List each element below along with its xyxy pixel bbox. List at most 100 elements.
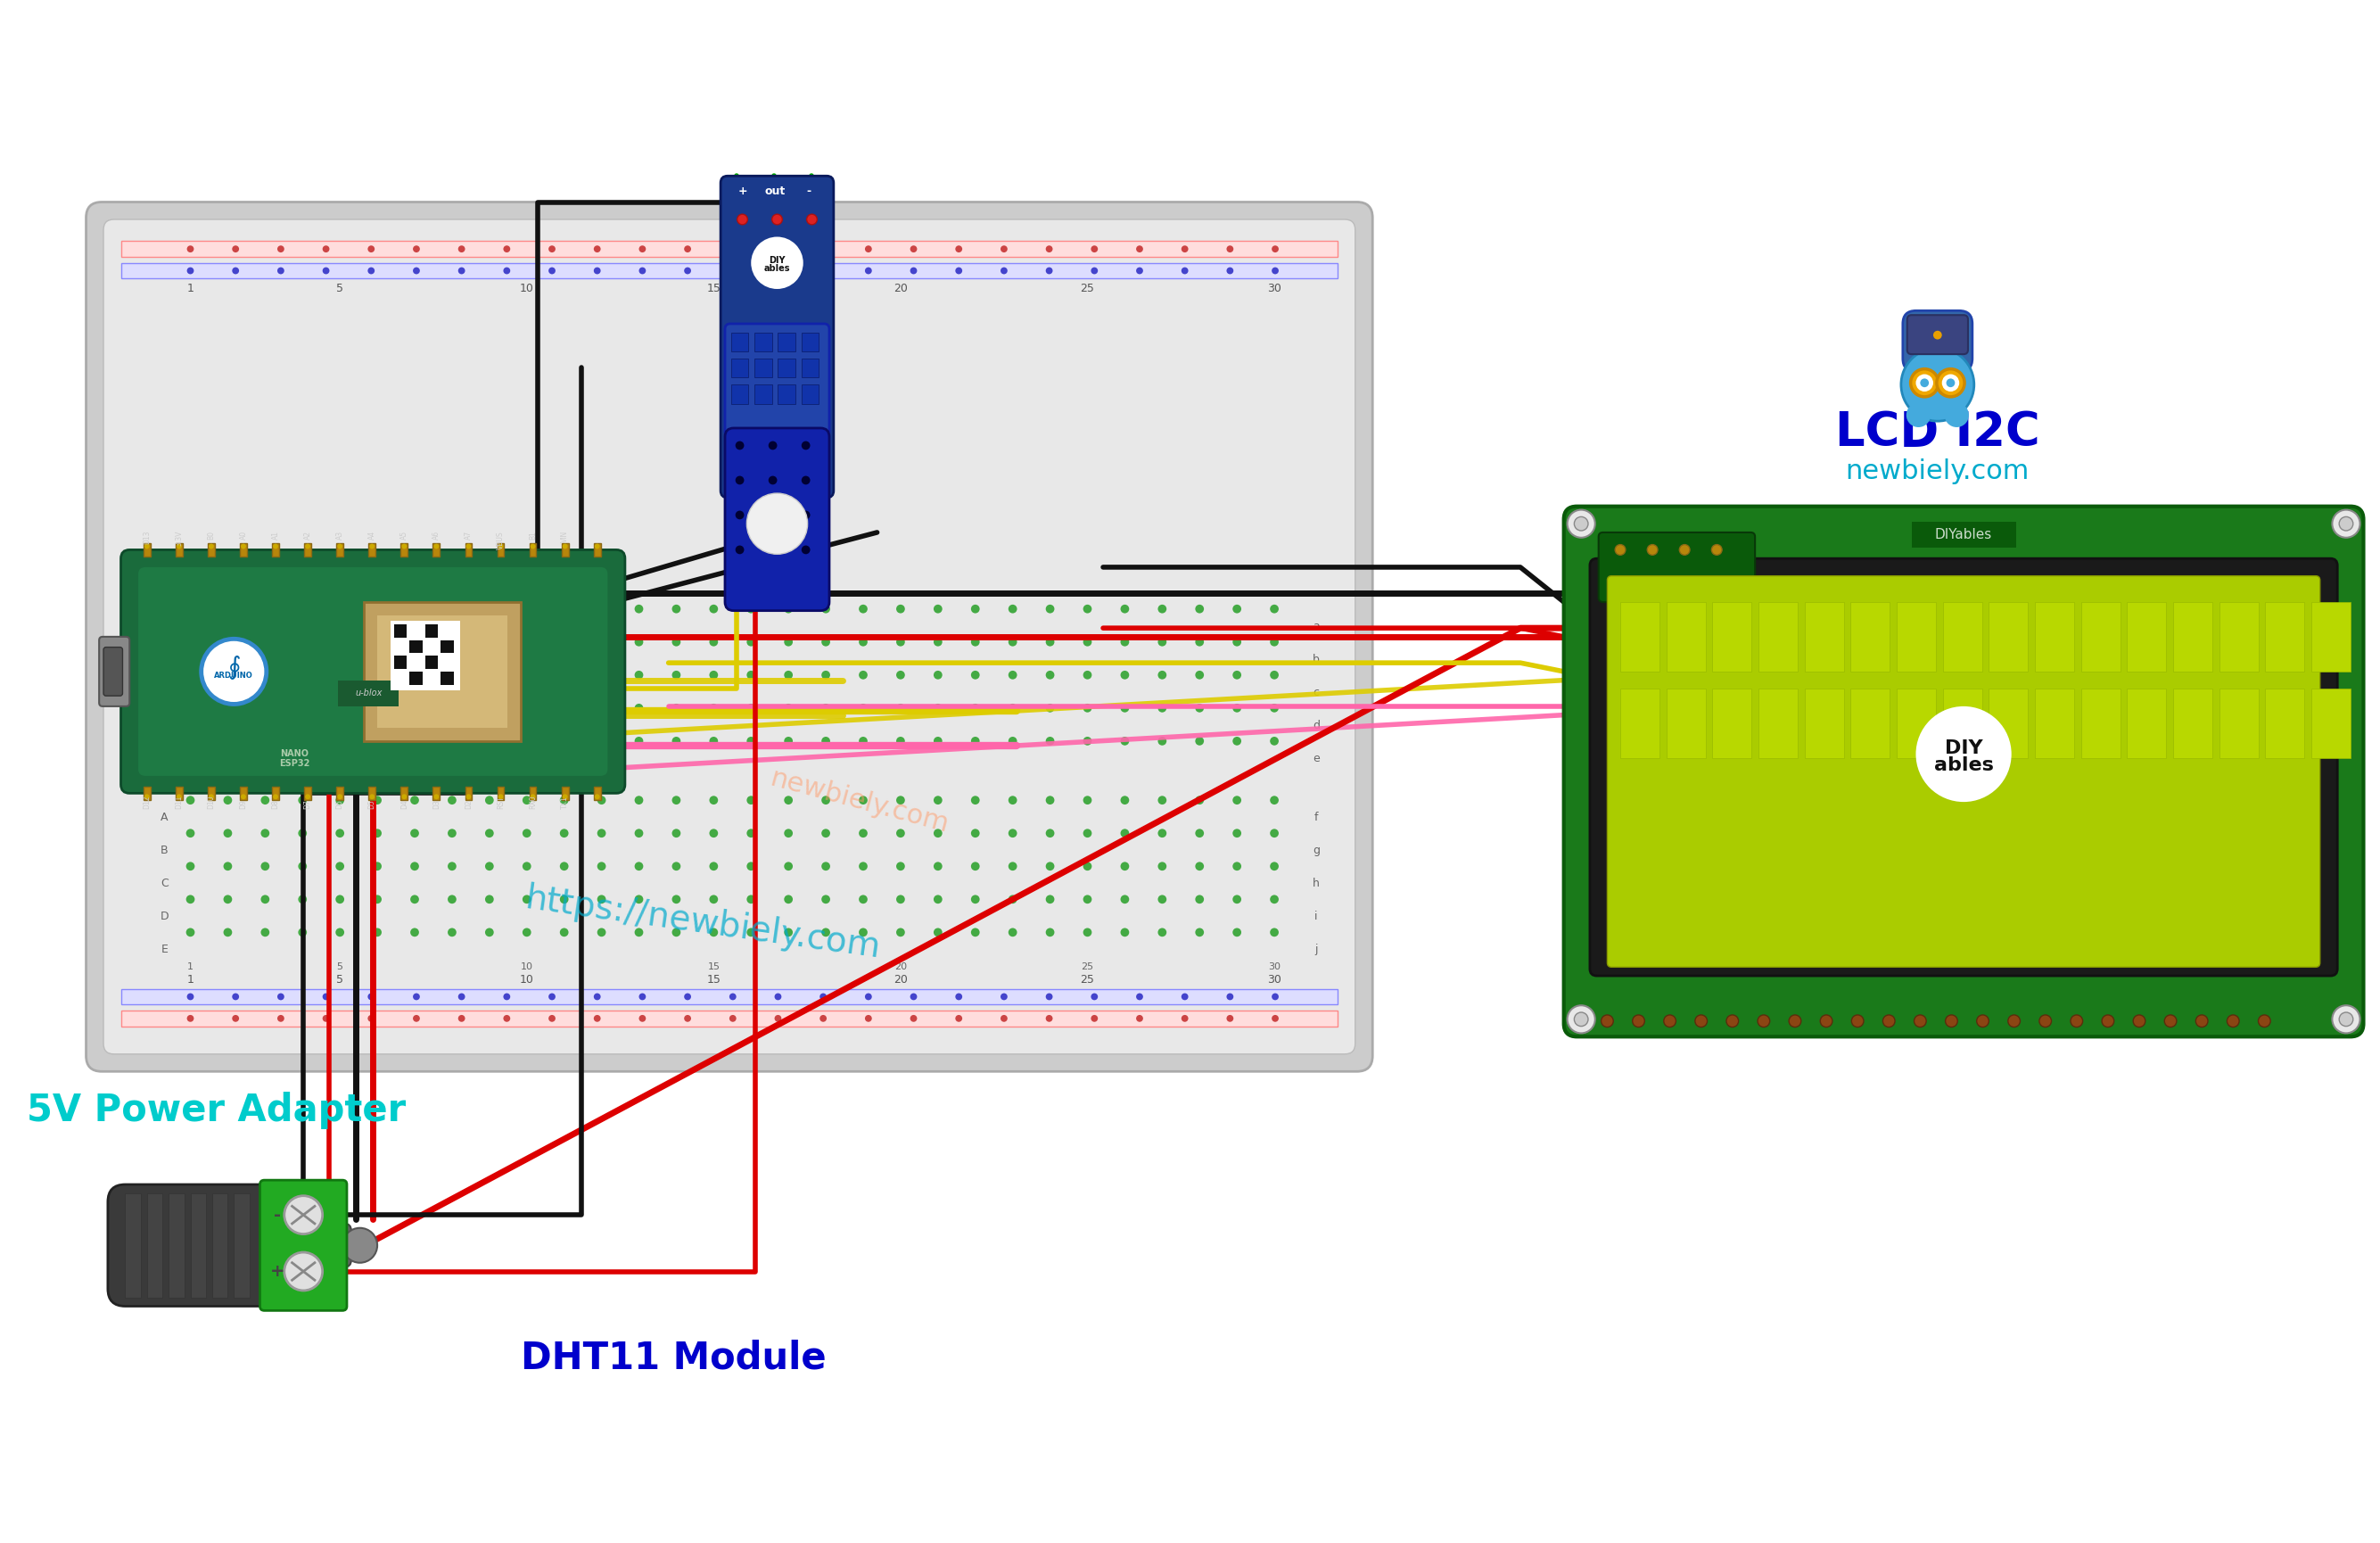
Circle shape	[769, 511, 778, 520]
Circle shape	[374, 637, 381, 647]
Circle shape	[374, 704, 381, 713]
Text: VBUS: VBUS	[497, 531, 505, 549]
Circle shape	[412, 1015, 419, 1021]
Text: 10: 10	[519, 974, 533, 986]
Bar	[207, 543, 214, 557]
Circle shape	[233, 1015, 238, 1021]
Circle shape	[821, 796, 831, 804]
Circle shape	[738, 214, 747, 225]
Circle shape	[1271, 863, 1278, 870]
Circle shape	[709, 637, 719, 647]
Circle shape	[859, 895, 869, 904]
Text: D4: D4	[400, 799, 409, 809]
Circle shape	[278, 1015, 283, 1021]
Circle shape	[374, 829, 381, 838]
Circle shape	[774, 994, 781, 1000]
Circle shape	[747, 796, 754, 804]
Text: 25: 25	[1081, 284, 1095, 295]
Circle shape	[819, 994, 826, 1000]
Circle shape	[1083, 704, 1092, 713]
Circle shape	[735, 511, 745, 520]
Circle shape	[1271, 927, 1278, 937]
Circle shape	[728, 994, 735, 1000]
Circle shape	[1226, 994, 1233, 1000]
Circle shape	[1726, 1015, 1737, 1028]
Circle shape	[298, 671, 307, 679]
Circle shape	[1180, 994, 1188, 1000]
Circle shape	[859, 796, 869, 804]
Text: B0: B0	[207, 531, 214, 540]
Circle shape	[324, 994, 328, 1000]
Circle shape	[374, 671, 381, 679]
Circle shape	[1573, 517, 1587, 531]
Circle shape	[971, 671, 981, 679]
Circle shape	[728, 267, 735, 275]
Circle shape	[486, 927, 493, 937]
Circle shape	[145, 795, 150, 799]
Circle shape	[486, 863, 493, 870]
Circle shape	[1271, 1015, 1278, 1021]
Circle shape	[324, 267, 328, 275]
Circle shape	[224, 704, 233, 713]
Circle shape	[1195, 605, 1204, 613]
Circle shape	[559, 863, 569, 870]
Circle shape	[1045, 671, 1054, 679]
Circle shape	[783, 704, 793, 713]
Circle shape	[524, 863, 531, 870]
Bar	[176, 787, 183, 801]
Circle shape	[1121, 736, 1128, 745]
Circle shape	[593, 245, 600, 253]
Circle shape	[769, 546, 778, 554]
Text: 1: 1	[188, 963, 193, 972]
Circle shape	[783, 605, 793, 613]
Circle shape	[336, 796, 345, 804]
Circle shape	[336, 671, 345, 679]
Text: D2: D2	[464, 799, 474, 809]
Circle shape	[1233, 605, 1242, 613]
Circle shape	[821, 927, 831, 937]
Text: 25: 25	[1081, 963, 1095, 972]
Circle shape	[262, 927, 269, 937]
Circle shape	[1271, 605, 1278, 613]
Circle shape	[559, 671, 569, 679]
Circle shape	[466, 543, 471, 549]
Circle shape	[635, 927, 643, 937]
Circle shape	[409, 637, 419, 647]
Circle shape	[262, 829, 269, 838]
Bar	[1852, 602, 1890, 671]
Bar	[121, 241, 1338, 256]
Circle shape	[909, 994, 916, 1000]
Circle shape	[747, 704, 754, 713]
Circle shape	[1271, 895, 1278, 904]
Circle shape	[638, 245, 645, 253]
Bar	[2035, 688, 2073, 759]
FancyBboxPatch shape	[1564, 506, 2363, 1037]
Circle shape	[447, 736, 457, 745]
Circle shape	[1135, 1015, 1142, 1021]
Circle shape	[1157, 671, 1166, 679]
Circle shape	[1947, 378, 1954, 387]
Circle shape	[466, 795, 471, 799]
Bar	[731, 384, 747, 404]
Circle shape	[412, 267, 419, 275]
Circle shape	[933, 736, 942, 745]
Circle shape	[298, 863, 307, 870]
Bar	[390, 622, 459, 691]
Circle shape	[1135, 994, 1142, 1000]
Circle shape	[559, 796, 569, 804]
Bar	[121, 262, 1338, 279]
Circle shape	[783, 671, 793, 679]
Bar	[778, 332, 795, 352]
Bar	[433, 543, 440, 557]
Circle shape	[909, 267, 916, 275]
Text: 20: 20	[895, 963, 907, 972]
Circle shape	[783, 796, 793, 804]
Circle shape	[821, 704, 831, 713]
Circle shape	[1009, 863, 1016, 870]
Text: H: H	[159, 687, 169, 697]
Circle shape	[447, 863, 457, 870]
FancyBboxPatch shape	[726, 427, 828, 611]
Bar	[126, 1193, 140, 1298]
Circle shape	[747, 863, 754, 870]
FancyBboxPatch shape	[259, 1180, 347, 1310]
